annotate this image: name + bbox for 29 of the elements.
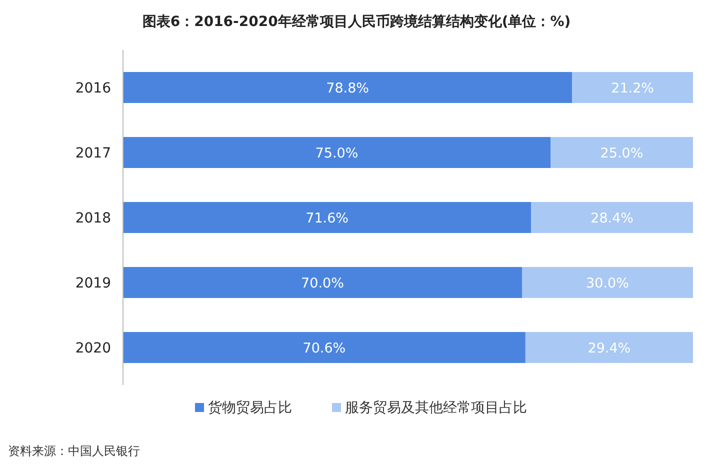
bar <box>123 137 550 168</box>
y-tick-label: 2017 <box>75 146 111 162</box>
data-label: 71.6% <box>306 210 349 226</box>
legend-label: 货物贸易占比 <box>208 400 292 416</box>
bar <box>525 332 693 363</box>
data-label: 30.0% <box>586 276 630 292</box>
bar <box>123 332 526 363</box>
data-label: 21.2% <box>611 80 654 96</box>
bar <box>123 202 532 233</box>
bar <box>531 202 693 233</box>
bar <box>550 137 693 168</box>
bar <box>123 267 522 298</box>
data-label: 78.8% <box>326 80 370 96</box>
chart-title: 图表6：2016-2020年经常项目人民币跨境结算结构变化(单位：%) <box>142 13 571 30</box>
y-tick-label: 2019 <box>75 276 111 292</box>
y-tick-label: 2020 <box>75 340 111 356</box>
bar <box>522 267 693 298</box>
data-label: 70.6% <box>302 340 346 356</box>
data-label: 75.0% <box>315 146 358 162</box>
data-label: 29.4% <box>588 340 631 356</box>
bar <box>123 72 572 103</box>
data-label: 70.0% <box>301 276 344 292</box>
y-tick-label: 2018 <box>75 210 111 226</box>
data-label: 25.0% <box>600 146 644 162</box>
legend-label: 服务贸易及其他经常项目占比 <box>345 400 527 416</box>
y-tick-label: 2016 <box>75 80 112 96</box>
data-label: 28.4% <box>590 210 634 226</box>
text: 资料来源：中国人民银行 <box>8 444 140 458</box>
bar <box>572 72 693 103</box>
